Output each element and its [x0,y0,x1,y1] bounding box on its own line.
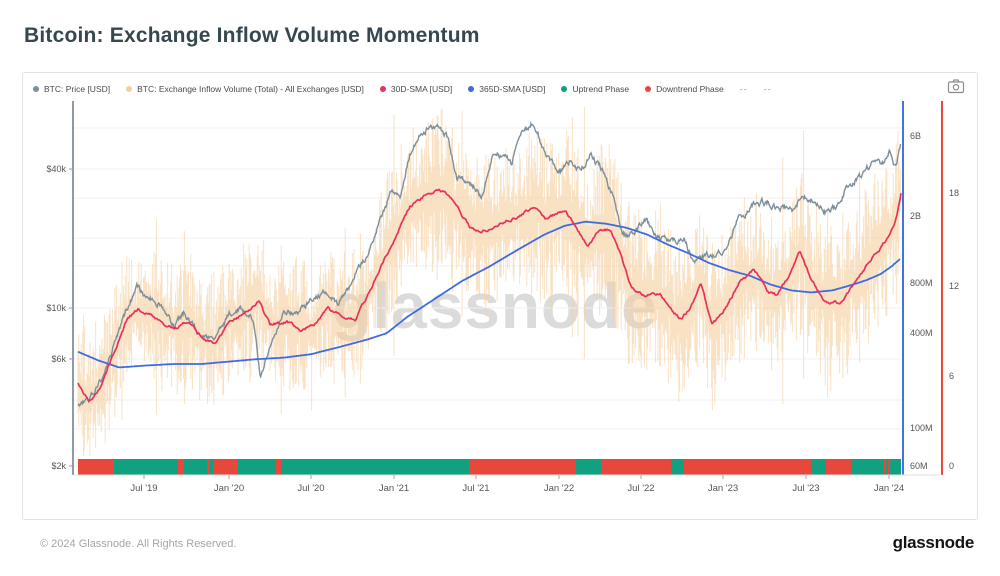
legend-dot [468,86,475,92]
svg-text:Jul '20: Jul '20 [297,483,324,494]
price-series [77,121,902,407]
svg-text:2B: 2B [910,211,921,221]
momentum-axis-labels: 18 12 6 0 [949,188,959,471]
volume-axis-labels: 6B 2B 800M 400M 100M 60M [910,131,933,471]
sma30-series [77,188,902,403]
svg-text:Jan '24: Jan '24 [874,483,904,494]
legend-item-1[interactable]: BTC: Exchange Inflow Volume (Total) - Al… [126,84,364,94]
phase-strip [78,459,901,475]
footer-logo: glassnode [892,533,975,552]
svg-text:$10k: $10k [46,303,66,313]
x-axis-labels: Jul '19 Jan '20 Jul '20 Jan '21 Jul '21 Jan '… [130,475,904,494]
chart-canvas[interactable]: $40k $10k $6k $2k 6B 2B 800M 400M 100M 60M 18 12 6 0 J… [23,73,979,521]
legend-dot [561,86,568,92]
svg-text:100M: 100M [910,423,933,433]
legend-label: Uptrend Phase [572,84,630,94]
legend-item-5[interactable]: Downtrend Phase [645,84,724,94]
svg-text:Jul '23: Jul '23 [792,483,819,494]
legend-item-3[interactable]: 365D-SMA [USD] [468,84,545,94]
svg-text:800M: 800M [910,278,933,288]
screenshot-button[interactable] [945,79,967,97]
svg-text:Jul '19: Jul '19 [130,483,157,494]
legend-bar: BTC: Price [USD] BTC: Exchange Inflow Vol… [33,79,917,99]
legend-label: -- [763,84,772,94]
svg-text:Jul '21: Jul '21 [462,483,489,494]
legend-item-2[interactable]: 30D-SMA [USD] [379,84,453,94]
svg-text:60M: 60M [910,461,928,471]
svg-text:Jan '23: Jan '23 [708,483,738,494]
svg-text:$6k: $6k [51,354,66,364]
svg-text:400M: 400M [910,328,933,338]
footer-copyright: © 2024 Glassnode. All Rights Reserved. [40,538,237,550]
legend-dot [33,86,39,92]
legend-item-4[interactable]: Uptrend Phase [561,84,629,94]
legend-dot [126,86,133,92]
legend-label: Downtrend Phase [656,84,724,94]
legend-dot [645,86,652,92]
inflow-volume-bars [77,106,901,456]
svg-text:0: 0 [949,461,954,471]
legend-label: -- [739,84,748,94]
legend-label: BTC: Price [USD] [44,84,111,94]
legend-label: 365D-SMA [USD] [479,84,546,94]
legend-label: 30D-SMA [USD] [390,84,453,94]
legend-item-extra-6[interactable]: -- [740,84,748,94]
svg-text:12: 12 [949,281,959,291]
svg-text:Jan '21: Jan '21 [379,483,409,494]
svg-text:Jan '20: Jan '20 [214,483,244,494]
camera-icon [947,79,965,94]
legend-item-0[interactable]: BTC: Price [USD] [33,84,110,94]
legend-dot [379,86,386,92]
svg-text:Jul '22: Jul '22 [627,483,654,494]
svg-text:$2k: $2k [51,461,66,471]
svg-text:6: 6 [949,371,954,381]
chart-card: BTC: Price [USD] BTC: Exchange Inflow Vol… [22,72,978,520]
legend-item-extra-7[interactable]: -- [764,84,772,94]
svg-text:6B: 6B [910,131,921,141]
svg-text:18: 18 [949,188,959,198]
page-title: Bitcoin: Exchange Inflow Volume Momentum [24,24,480,47]
svg-text:$40k: $40k [46,164,66,174]
svg-text:Jan '22: Jan '22 [544,483,574,494]
price-axis-labels: $40k $10k $6k $2k [46,164,73,471]
legend-label: BTC: Exchange Inflow Volume (Total) - Al… [137,84,364,94]
